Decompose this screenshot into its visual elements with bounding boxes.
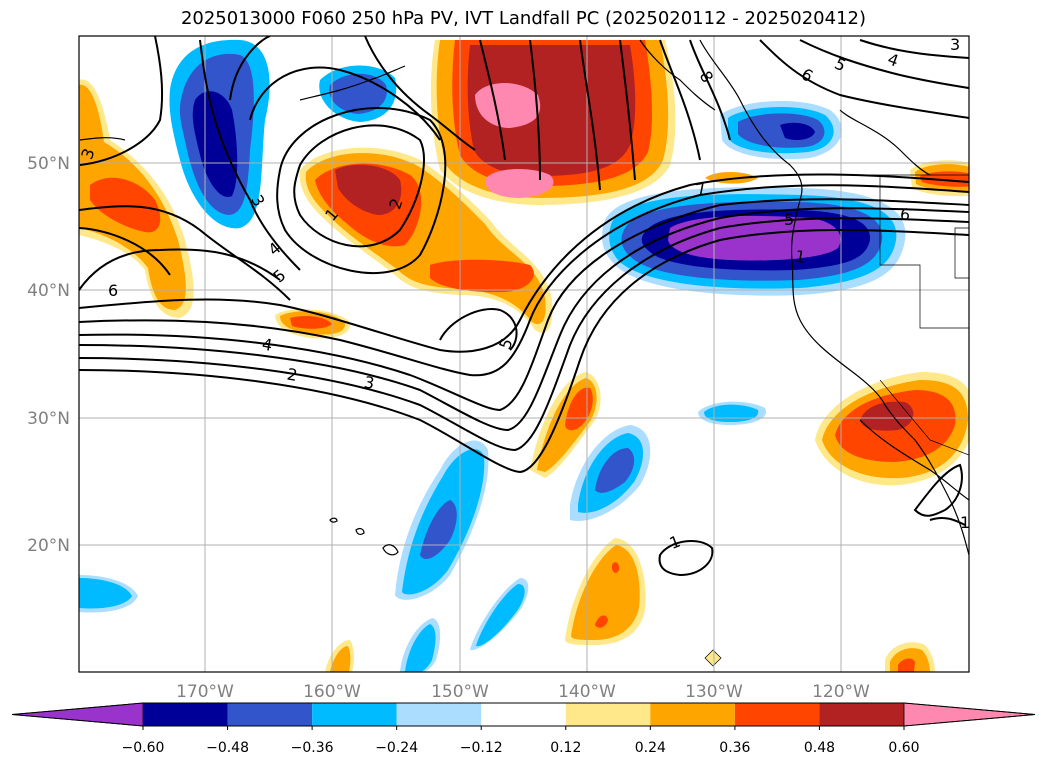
colorbar-segment: [396, 703, 482, 726]
colorbar: −0.60 −0.48 −0.36 −0.24 −0.12 0.12 0.24 0.36 0.4…: [11, 702, 1036, 756]
contour-label: 5: [784, 210, 794, 229]
colorbar-segment: [565, 703, 651, 726]
lon-label-120w: 120°W: [812, 682, 870, 702]
longitude-labels: 170°W 160°W 150°W 140°W 130°W 120°W: [176, 682, 870, 702]
contour-label: 6: [899, 204, 912, 224]
colorbar-tick-label: 0.48: [804, 740, 835, 756]
contour-label: 2: [285, 364, 298, 384]
contour-label: 3: [950, 35, 960, 54]
map-frame: [78, 35, 970, 673]
pv-contours: [79, 36, 969, 577]
colorbar-segment: [481, 703, 566, 726]
contour-label: 1: [793, 246, 806, 266]
contour-label: 4: [260, 334, 273, 354]
colorbar-tick-label: 0.36: [719, 740, 750, 756]
colorbar-extend-low: [11, 702, 144, 727]
positive-anomaly-regions: [79, 40, 969, 672]
lon-label-140w: 140°W: [558, 682, 616, 702]
colorbar-tick-label: −0.48: [206, 740, 249, 756]
colorbar-tick-label: 0.60: [888, 740, 919, 756]
colorbar-segment: [227, 703, 313, 726]
contour-label: 3: [362, 372, 375, 392]
colorbar-tick-label: −0.12: [460, 740, 503, 756]
lon-label-160w: 160°W: [303, 682, 361, 702]
colorbar-segment: [819, 703, 904, 726]
lat-label-30n: 30°N: [27, 409, 70, 429]
colorbar-segment: [143, 703, 228, 726]
colorbar-segment: [650, 703, 735, 726]
lat-label-40n: 40°N: [27, 281, 70, 301]
colorbar-tick-label: −0.36: [291, 740, 334, 756]
colorbar-tick-label: 0.24: [635, 740, 666, 756]
map-title: 2025013000 F060 250 hPa PV, IVT Landfall…: [180, 8, 867, 29]
colorbar-tick-label: −0.60: [122, 740, 165, 756]
colorbar-tick-label: −0.24: [375, 740, 418, 756]
map-plot-area: 8 6 5 4 3 3 3 1 2 4 5 6 4 2 3 5 7 6 5 1 …: [79, 35, 970, 672]
lat-label-20n: 20°N: [27, 536, 70, 556]
latitude-labels: 50°N 40°N 30°N 20°N: [27, 154, 70, 556]
graticule: [79, 36, 969, 672]
contour-label: 1: [960, 513, 970, 532]
contour-label: 6: [108, 281, 118, 300]
colorbar-tick-label: 0.12: [550, 740, 581, 756]
colorbar-segment: [312, 703, 397, 726]
colorbar-segment: [734, 703, 820, 726]
lon-label-170w: 170°W: [176, 682, 234, 702]
colorbar-extend-high: [903, 702, 1036, 727]
contour-label: 7: [694, 179, 707, 199]
lon-label-130w: 130°W: [685, 682, 743, 702]
lon-label-150w: 150°W: [431, 682, 489, 702]
lat-label-50n: 50°N: [27, 154, 70, 174]
